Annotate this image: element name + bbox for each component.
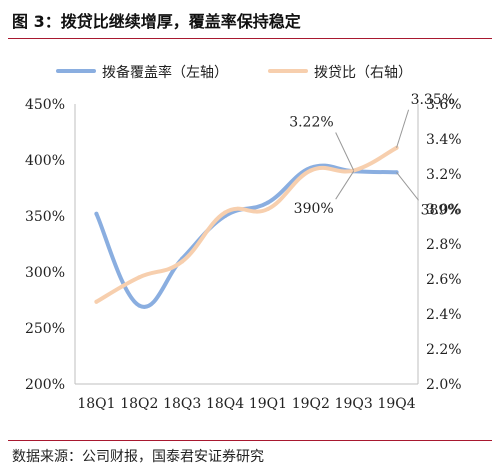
source-divider	[8, 440, 492, 441]
data-label: 389%	[421, 202, 461, 218]
y-left-tick-label: 400%	[25, 153, 65, 169]
y-right-tick-label: 2.8%	[426, 237, 462, 253]
series-line	[94, 145, 399, 304]
legend-label: 拨备覆盖率（左轴）	[102, 64, 228, 81]
data-label: 3.35%	[411, 92, 455, 108]
data-label: 390%	[294, 201, 334, 217]
x-tick-label: 18Q4	[206, 396, 244, 412]
data-point	[308, 168, 313, 173]
annotation-leader	[335, 170, 355, 200]
data-point	[265, 207, 270, 211]
data-point	[94, 299, 99, 304]
line-chart: 拨备覆盖率（左轴） 拨贷比（右轴） 200% 250% 300% 350% 400% 450%…	[25, 64, 462, 412]
legend-label: 拨贷比（右轴）	[314, 65, 412, 81]
x-tick-label: 19Q4	[377, 396, 415, 412]
x-tick-label: 19Q2	[292, 396, 330, 412]
y-right-tick-label: 2.2%	[426, 342, 462, 358]
annotation-leader	[335, 132, 355, 171]
annotation-leader	[396, 172, 419, 201]
data-point	[180, 259, 185, 264]
y-left-tick-label: 300%	[25, 265, 65, 281]
y-right-tick-label: 2.0%	[426, 377, 462, 393]
x-tick-label: 18Q1	[77, 396, 115, 412]
data-point	[265, 200, 270, 205]
x-tick-label: 18Q3	[163, 396, 201, 412]
y-right-tick-label: 2.4%	[426, 307, 462, 323]
y-left-tick-label: 250%	[25, 321, 65, 337]
x-tick-label: 18Q2	[120, 396, 158, 412]
figure-title: 图 3：拨贷比继续增厚，覆盖率保持稳定	[12, 12, 301, 31]
data-label: 3.22%	[289, 115, 333, 131]
y-left-tick-label: 350%	[25, 209, 65, 225]
y-right-tick-label: 2.6%	[426, 272, 462, 288]
x-tick-label: 19Q3	[335, 396, 373, 412]
data-point	[137, 275, 142, 280]
data-point	[94, 211, 99, 216]
data-point	[223, 210, 228, 215]
y-right-tick-label: 3.0%	[426, 202, 462, 218]
annotation-leader	[396, 109, 410, 148]
y-left-tick-label: 200%	[25, 377, 65, 393]
series-line	[94, 163, 399, 309]
y-right-tick-label: 3.4%	[426, 132, 462, 148]
y-right-tick-label: 3.2%	[426, 167, 462, 183]
title-divider	[8, 38, 492, 39]
source-note: 数据来源：公司财报，国泰君安证券研究	[12, 449, 264, 465]
data-point	[137, 303, 142, 308]
y-left-tick-label: 450%	[25, 97, 65, 113]
x-tick-label: 19Q1	[249, 396, 287, 412]
y-right-tick-label: 3.6%	[426, 97, 462, 113]
